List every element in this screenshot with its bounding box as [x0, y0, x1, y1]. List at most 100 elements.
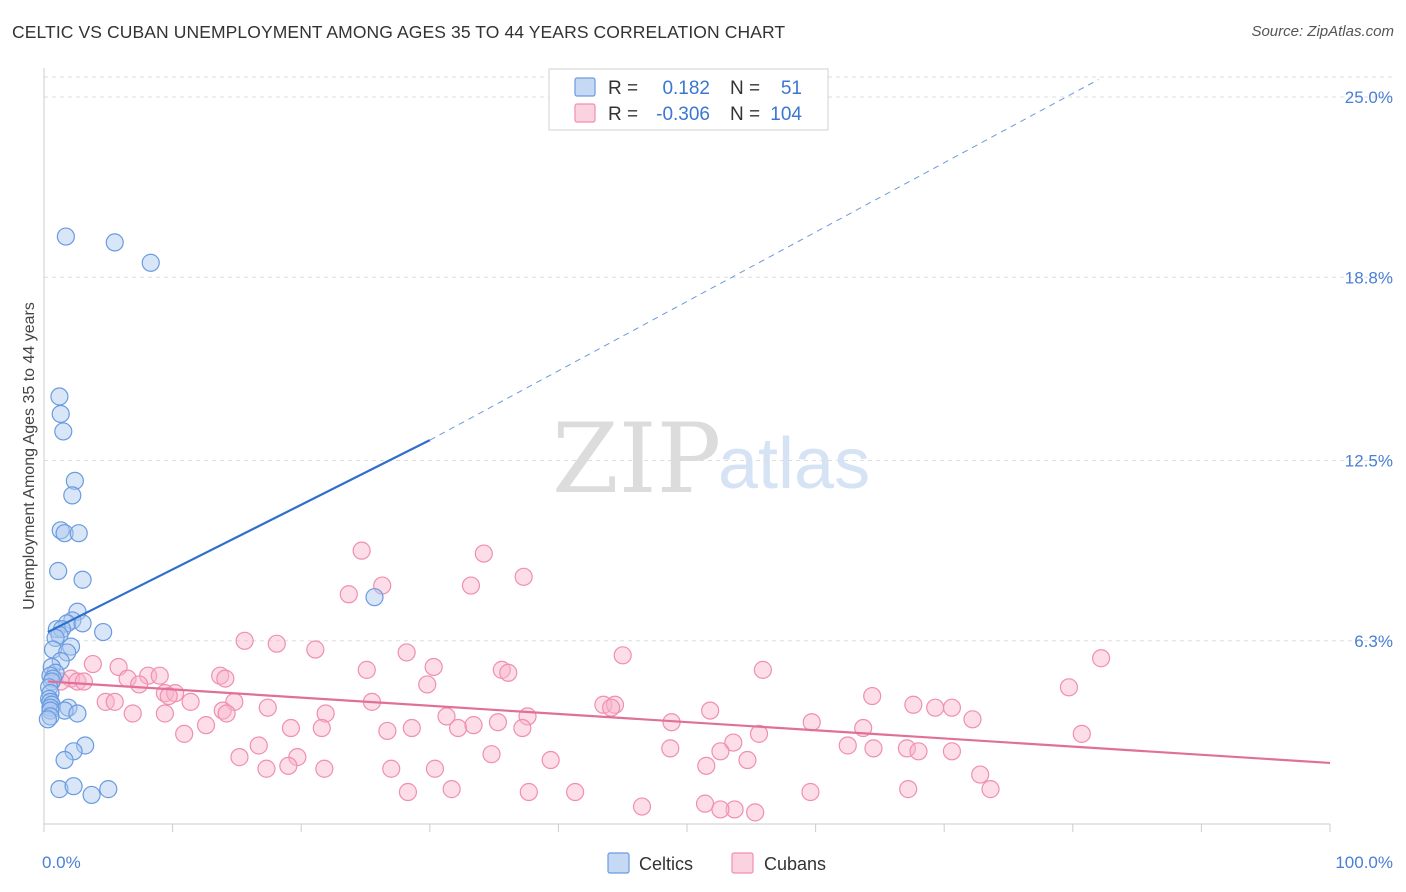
cubans-point-51 — [217, 704, 236, 723]
cubans-point-17 — [753, 660, 772, 679]
watermark-zip: ZIP — [552, 403, 721, 515]
cubans-point-74 — [864, 739, 883, 758]
celtics-trend-extension — [429, 79, 1099, 441]
cubans-point-49 — [123, 704, 142, 723]
cubans-point-92 — [519, 782, 538, 802]
cubans-point-73 — [838, 736, 857, 755]
cubans-point-69 — [488, 713, 508, 732]
legend-swatch-celtics — [574, 77, 596, 97]
cubans-point-48 — [701, 701, 720, 720]
cubans-point-2 — [514, 567, 533, 586]
celtics-point-12 — [73, 570, 92, 589]
cubans-point-86 — [279, 756, 298, 775]
cubans-point-79 — [909, 742, 928, 761]
celtics-point-25 — [51, 652, 70, 671]
cubans-point-87 — [382, 759, 401, 778]
cubans-point-76 — [711, 742, 730, 761]
cubans-point-0 — [352, 541, 371, 560]
cubans-point-33 — [159, 686, 178, 706]
legend-n-value-cubans: 104 — [770, 104, 802, 125]
series-legend: Celtics Cubans — [607, 852, 826, 874]
cubans-point-47 — [602, 698, 621, 717]
cubans-point-55 — [963, 710, 982, 729]
legend-r-label-celtics: R = — [608, 78, 638, 99]
watermark-atlas: atlas — [718, 424, 870, 504]
cubans-point-103 — [746, 803, 765, 822]
cubans-point-90 — [315, 759, 334, 778]
cubans-point-39 — [105, 692, 124, 711]
cubans-point-56 — [802, 713, 821, 732]
cubans-point-68 — [464, 716, 483, 735]
cubans-point-75 — [661, 739, 680, 758]
cubans-points — [51, 541, 1111, 822]
legend-swatch-cubans — [574, 103, 596, 123]
celtics-point-49 — [365, 588, 384, 607]
cubans-point-12 — [83, 654, 102, 674]
legend-n-label-cubans: N = — [730, 104, 760, 125]
x-tick-label-0: 0.0% — [42, 853, 81, 872]
chart-title: CELTIC VS CUBAN UNEMPLOYMENT AMONG AGES … — [12, 22, 786, 42]
celtics-point-11 — [49, 561, 68, 581]
cubans-point-72 — [724, 733, 743, 752]
series-legend-swatch-celtics — [607, 852, 630, 874]
cubans-point-88 — [425, 759, 445, 778]
y-axis-label: Unemployment Among Ages 35 to 44 years — [21, 302, 38, 610]
celtics-point-40 — [68, 704, 87, 723]
cubans-point-14 — [424, 657, 443, 677]
cubans-point-1 — [474, 544, 493, 563]
cubans-point-97 — [398, 782, 418, 802]
cubans-point-85 — [697, 756, 716, 775]
cubans-point-89 — [257, 759, 276, 778]
celtics-point-45 — [50, 780, 69, 799]
cubans-point-35 — [181, 692, 200, 711]
cubans-point-18 — [499, 663, 518, 682]
cubans-point-71 — [249, 736, 268, 755]
celtics-points — [38, 227, 384, 805]
cubans-point-62 — [448, 718, 468, 738]
cubans-point-29 — [418, 675, 437, 694]
cubans-point-96 — [899, 780, 918, 799]
cubans-point-57 — [196, 716, 216, 735]
watermark: ZIP atlas — [552, 403, 870, 515]
x-axis-ticks: 0.0% 100.0% — [42, 853, 1393, 872]
cubans-point-60 — [281, 718, 301, 738]
cubans-point-95 — [981, 780, 1000, 799]
cubans-point-42 — [904, 695, 923, 714]
y-tick-label-0: 6.3% — [1354, 632, 1393, 651]
cubans-point-50 — [316, 704, 335, 723]
cubans-point-11 — [1091, 649, 1111, 668]
legend-r-value-cubans: -0.306 — [656, 104, 710, 125]
celtics-point-0 — [56, 227, 75, 246]
celtics-point-44 — [55, 750, 74, 770]
cubans-point-70 — [513, 718, 532, 738]
cubans-point-64 — [1072, 724, 1091, 743]
cubans-point-94 — [801, 782, 820, 802]
cubans-point-7 — [267, 634, 286, 653]
cubans-point-28 — [130, 675, 149, 694]
celtics-point-1 — [105, 233, 124, 252]
series-legend-label-celtics: Celtics — [639, 854, 693, 874]
legend-n-value-celtics: 51 — [781, 78, 802, 99]
cubans-point-27 — [74, 672, 93, 691]
cubans-point-44 — [942, 698, 962, 717]
correlation-legend: R = 0.182 N = 51 R = -0.306 N = 104 — [548, 68, 829, 131]
cubans-point-67 — [378, 721, 397, 741]
celtics-point-48 — [82, 785, 101, 805]
cubans-point-34 — [863, 686, 882, 706]
cubans-point-26 — [68, 672, 87, 691]
cubans-point-78 — [942, 742, 962, 761]
trend-lines — [47, 79, 1331, 765]
y-tick-label-1: 12.5% — [1345, 452, 1393, 471]
cubans-point-101 — [725, 800, 744, 819]
series-legend-label-cubans: Cubans — [764, 854, 826, 874]
cubans-point-4 — [461, 576, 481, 595]
cubans-point-83 — [541, 750, 560, 770]
celtics-point-10 — [69, 524, 88, 543]
cubans-point-30 — [1059, 678, 1079, 697]
cubans-point-9 — [397, 643, 416, 662]
celtics-trend-line — [47, 439, 431, 634]
cubans-trend-line — [47, 680, 1331, 765]
cubans-point-102 — [711, 800, 730, 819]
cubans-point-80 — [482, 745, 501, 764]
